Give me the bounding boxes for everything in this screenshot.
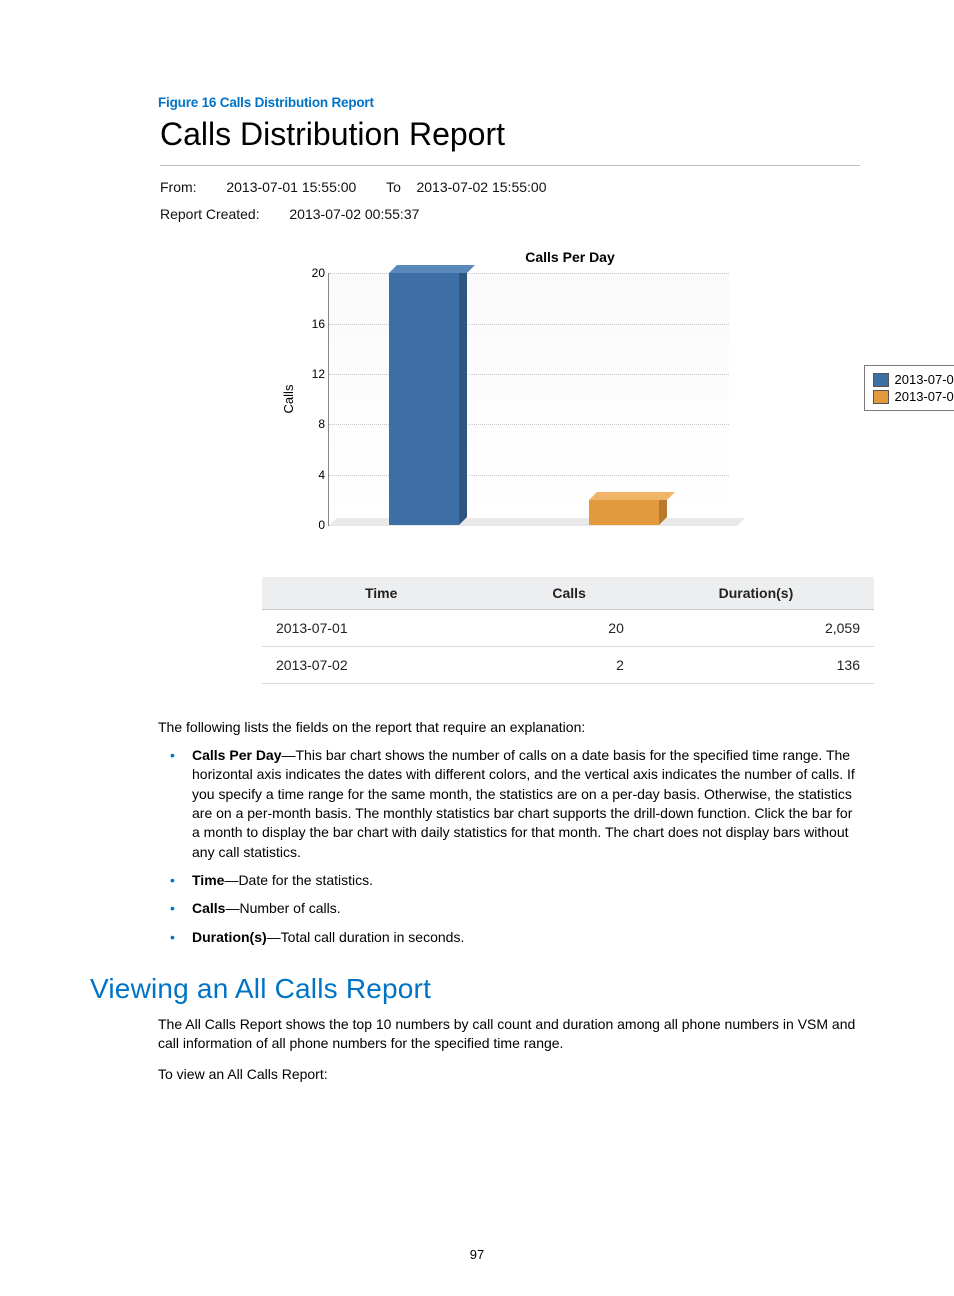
divider (160, 165, 860, 166)
term: Time (192, 872, 224, 888)
bar-top (589, 492, 675, 500)
document-page: Figure 16 Calls Distribution Report Call… (0, 0, 954, 1296)
page-number: 97 (0, 1247, 954, 1262)
term: Calls (192, 900, 225, 916)
list-item: Time—Date for the statistics. (158, 871, 858, 890)
chart-bar[interactable] (389, 273, 459, 525)
table-cell: 2013-07-01 (262, 610, 500, 647)
description: —Date for the statistics. (224, 872, 373, 888)
created-value: 2013-07-02 00:55:37 (289, 206, 419, 222)
table-column-header: Calls (500, 577, 638, 610)
legend-swatch (873, 390, 889, 404)
report-title: Calls Distribution Report (160, 116, 864, 153)
table-cell: 136 (638, 647, 874, 684)
y-axis-label: Calls (281, 385, 296, 414)
chart-plot-area: 048121620 (328, 273, 729, 526)
section-paragraph: The All Calls Report shows the top 10 nu… (158, 1015, 858, 1053)
table-cell: 20 (500, 610, 638, 647)
table-row: 2013-07-022136 (262, 647, 874, 684)
legend-item: 2013-07-01 (873, 372, 954, 387)
figure-caption: Figure 16 Calls Distribution Report (158, 95, 864, 110)
from-label: From: (160, 174, 197, 201)
list-item: Calls—Number of calls. (158, 899, 858, 918)
calls-table: TimeCallsDuration(s) 2013-07-01202,05920… (262, 577, 874, 684)
description: —Total call duration in seconds. (267, 929, 465, 945)
legend-label: 2013-07-01 (895, 372, 954, 387)
description: —Number of calls. (225, 900, 340, 916)
table-cell: 2 (500, 647, 638, 684)
from-value: 2013-07-01 15:55:00 (226, 179, 356, 195)
description: —This bar chart shows the number of call… (192, 747, 855, 860)
chart-title: Calls Per Day (280, 249, 860, 265)
term: Duration(s) (192, 929, 267, 945)
created-label: Report Created: (160, 201, 260, 228)
y-tick-label: 0 (301, 518, 325, 532)
term: Calls Per Day (192, 747, 282, 763)
y-tick-label: 20 (301, 266, 325, 280)
legend-item: 2013-07-02 (873, 389, 954, 404)
table-header-row: TimeCallsDuration(s) (262, 577, 874, 610)
to-value: 2013-07-02 15:55:00 (416, 179, 546, 195)
table-column-header: Duration(s) (638, 577, 874, 610)
list-item: Calls Per Day—This bar chart shows the n… (158, 746, 858, 862)
y-tick-label: 16 (301, 317, 325, 331)
legend-swatch (873, 373, 889, 387)
y-tick-label: 4 (301, 468, 325, 482)
bar-face (389, 273, 459, 525)
table-row: 2013-07-01202,059 (262, 610, 874, 647)
y-tick-label: 12 (301, 367, 325, 381)
bar-side (459, 265, 467, 525)
intro-paragraph: The following lists the fields on the re… (158, 718, 858, 737)
calls-per-day-chart: Calls Per Day Calls 048121620 2013-07-01… (280, 249, 860, 549)
table-cell: 2013-07-02 (262, 647, 500, 684)
section-heading: Viewing an All Calls Report (90, 973, 864, 1005)
list-item: Duration(s)—Total call duration in secon… (158, 928, 858, 947)
table-column-header: Time (262, 577, 500, 610)
table-cell: 2,059 (638, 610, 874, 647)
bar-face (589, 500, 659, 525)
section-lead: To view an All Calls Report: (158, 1065, 858, 1084)
legend-label: 2013-07-02 (895, 389, 954, 404)
chart-bar[interactable] (589, 500, 659, 525)
bar-top (389, 265, 475, 273)
y-tick-label: 8 (301, 417, 325, 431)
field-descriptions-list: Calls Per Day—This bar chart shows the n… (158, 746, 858, 947)
chart-legend: 2013-07-01 2013-07-02 (864, 365, 954, 411)
table-body: 2013-07-01202,0592013-07-022136 (262, 610, 874, 684)
to-label: To (386, 174, 401, 201)
report-meta: From: 2013-07-01 15:55:00 To 2013-07-02 … (160, 174, 864, 227)
